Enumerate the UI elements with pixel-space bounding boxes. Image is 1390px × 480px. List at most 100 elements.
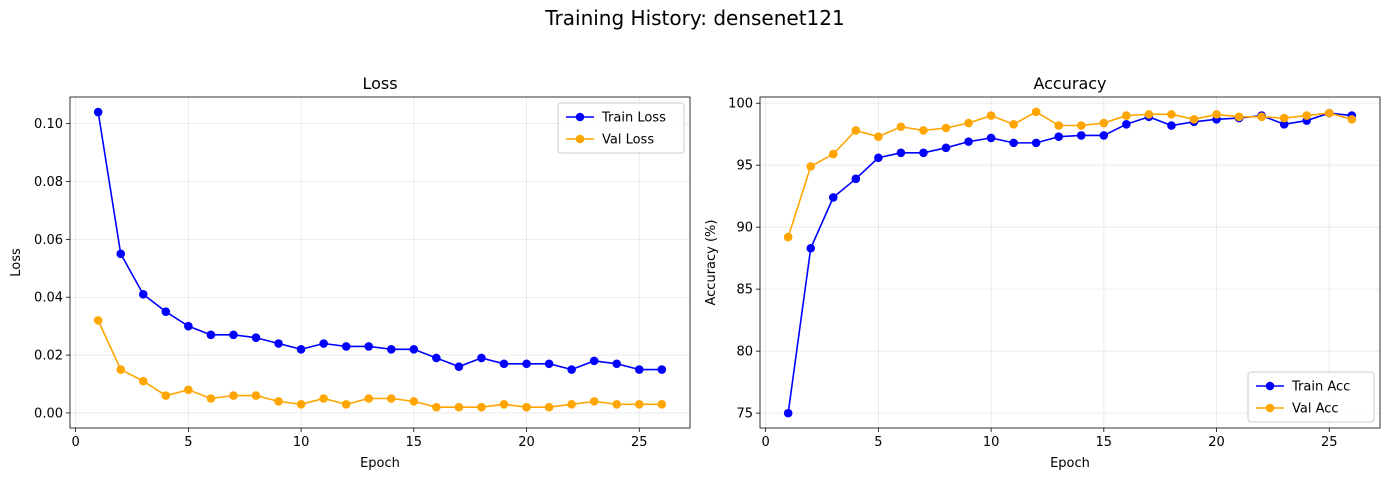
data-point — [567, 399, 576, 409]
data-point — [896, 148, 906, 158]
data-point — [296, 399, 306, 409]
data-point — [851, 126, 861, 135]
data-point — [274, 397, 283, 406]
data-point — [874, 132, 883, 141]
data-point — [319, 339, 328, 348]
x-tick-label: 10 — [983, 435, 1000, 450]
data-point — [477, 402, 486, 412]
data-point — [1009, 119, 1018, 129]
data-point — [544, 359, 554, 369]
data-point — [1054, 132, 1064, 141]
x-tick-label: 20 — [1208, 435, 1225, 450]
data-point — [783, 408, 793, 418]
data-point — [874, 153, 883, 163]
x-tick-label: 0 — [761, 435, 769, 450]
data-point — [1347, 115, 1357, 124]
data-point — [364, 394, 374, 403]
data-point — [364, 342, 374, 351]
y-tick-label: 100 — [728, 97, 753, 112]
data-point — [544, 402, 554, 412]
y-tick-label: 85 — [736, 283, 753, 298]
data-point — [919, 126, 928, 135]
legend-swatch-marker — [575, 134, 585, 144]
plot-frame — [759, 96, 1381, 429]
data-point — [1144, 110, 1154, 119]
data-point — [941, 123, 951, 133]
data-point — [1076, 131, 1086, 140]
y-tick-label: 95 — [736, 159, 753, 174]
data-point — [657, 399, 667, 409]
data-point — [319, 394, 328, 403]
y-tick-label: 80 — [736, 345, 753, 360]
data-point — [896, 122, 906, 132]
data-point — [251, 333, 261, 343]
data-point — [386, 345, 396, 354]
data-point — [138, 290, 148, 299]
y-tick-label: 0.06 — [34, 233, 63, 248]
data-point — [851, 174, 861, 184]
series-line — [787, 112, 1352, 414]
data-point — [1279, 113, 1289, 123]
legend-label: Val Acc — [1292, 402, 1339, 417]
data-point — [184, 385, 193, 395]
data-point — [657, 365, 667, 374]
data-point — [409, 397, 419, 406]
data-point — [161, 391, 171, 400]
data-point — [477, 353, 486, 363]
legend-swatch-marker — [1265, 381, 1275, 391]
data-point — [589, 397, 599, 406]
y-tick-label: 0.10 — [34, 117, 63, 132]
y-tick-label: 0.08 — [34, 175, 63, 190]
data-point — [941, 143, 951, 153]
data-point — [386, 394, 396, 403]
data-point — [454, 362, 464, 371]
x-axis-label: Epoch — [360, 456, 400, 471]
data-point — [229, 391, 238, 400]
series-train-acc — [783, 108, 1357, 418]
x-tick-label: 25 — [631, 435, 648, 450]
x-tick-label: 10 — [293, 435, 310, 450]
data-point — [1122, 119, 1131, 129]
data-point — [986, 111, 996, 120]
x-tick-label: 20 — [518, 435, 535, 450]
data-point — [1122, 111, 1131, 120]
data-point — [499, 399, 509, 409]
legend: Train Loss Val Loss — [557, 102, 685, 154]
legend: Train Acc Val Acc — [1247, 371, 1375, 423]
data-point — [634, 399, 644, 409]
data-point — [806, 243, 816, 253]
data-point — [1099, 131, 1109, 140]
data-point — [612, 359, 622, 369]
data-point — [138, 376, 148, 386]
legend-box — [1247, 371, 1375, 423]
data-point — [1212, 110, 1221, 119]
data-point — [1054, 121, 1064, 130]
data-point — [93, 316, 103, 325]
data-point — [454, 402, 464, 412]
legend-box — [557, 102, 685, 154]
data-point — [184, 321, 193, 331]
y-tick-label: 90 — [736, 221, 753, 236]
data-point — [1189, 115, 1199, 124]
data-point — [206, 394, 216, 403]
data-point — [634, 365, 644, 374]
data-point — [1234, 112, 1244, 122]
y-tick-label: 0.04 — [34, 291, 63, 306]
series-val-acc — [783, 107, 1357, 242]
data-point — [806, 162, 816, 171]
data-point — [783, 232, 793, 242]
data-point — [206, 330, 216, 340]
data-point — [116, 249, 126, 259]
data-point — [964, 137, 973, 146]
data-point — [1031, 107, 1041, 117]
x-tick-label: 5 — [874, 435, 882, 450]
data-point — [341, 342, 351, 351]
data-point — [1279, 119, 1289, 129]
data-point — [1076, 121, 1086, 130]
legend-label: Train Loss — [601, 111, 666, 126]
data-point — [274, 339, 283, 348]
data-point — [251, 391, 261, 400]
data-point — [828, 149, 838, 159]
